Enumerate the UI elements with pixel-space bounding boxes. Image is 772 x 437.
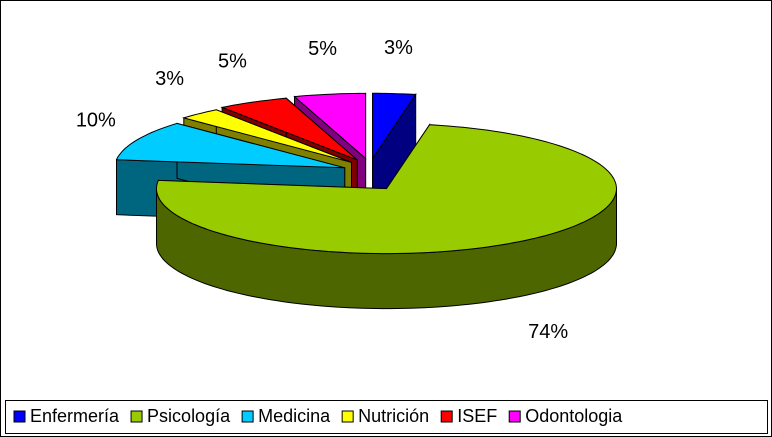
legend-label: Enfermería — [30, 406, 120, 426]
legend-swatch — [241, 410, 254, 423]
legend-label: Psicología — [147, 406, 231, 426]
legend-label: Odontologia — [525, 406, 623, 426]
data-label: 74% — [528, 321, 568, 343]
legend-swatch — [508, 410, 521, 423]
slice-top — [115, 122, 345, 169]
slice-top — [220, 97, 358, 161]
legend-swatch — [13, 410, 26, 423]
slice — [156, 123, 618, 310]
data-label: 10% — [76, 109, 116, 131]
data-label: 3% — [155, 68, 184, 90]
slice-top — [181, 109, 352, 163]
slice-top — [156, 124, 618, 255]
data-label: 5% — [308, 38, 337, 60]
data-label: 3% — [384, 37, 413, 59]
legend-label: ISEF — [457, 406, 497, 426]
slice-top — [372, 92, 417, 160]
legend-label: Nutrición — [358, 406, 429, 426]
slice-top — [293, 92, 367, 160]
legend-swatch — [440, 410, 453, 423]
legend-swatch — [341, 410, 354, 423]
legend-label: Medicina — [258, 406, 331, 426]
data-label: 5% — [218, 50, 247, 72]
legend-swatch — [130, 410, 143, 423]
